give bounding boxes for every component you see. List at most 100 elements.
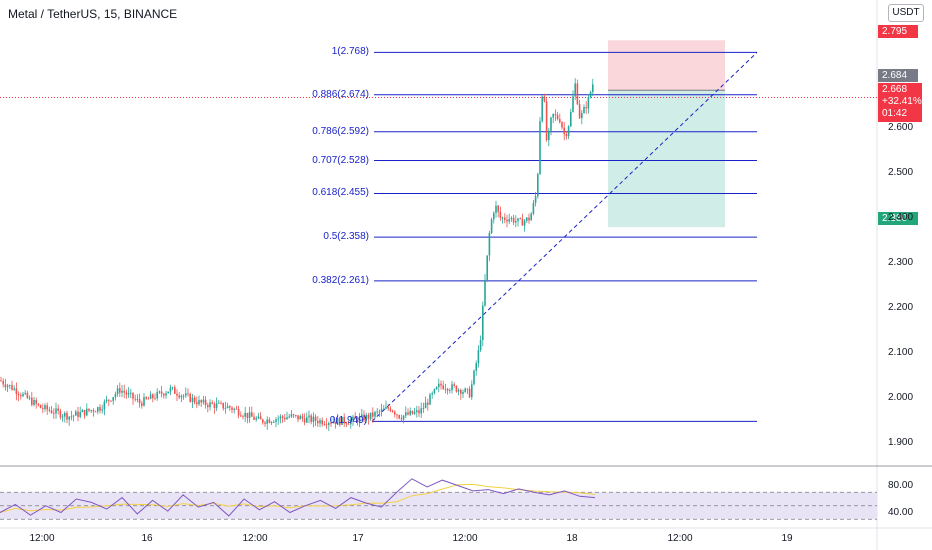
candle-body <box>508 219 510 222</box>
take-profit-zone <box>608 90 725 228</box>
candle-body <box>4 384 7 388</box>
candle-body <box>462 391 464 394</box>
candle-body <box>17 394 20 396</box>
candle-body <box>94 411 97 413</box>
candle-body <box>235 408 238 410</box>
candle-body <box>358 416 361 423</box>
candle-body <box>479 340 482 351</box>
candle-body <box>136 399 139 400</box>
candle-body <box>167 391 169 394</box>
candle-body <box>336 417 339 424</box>
candle-body <box>57 408 59 411</box>
candle-body <box>453 384 455 386</box>
candle-body <box>506 219 508 222</box>
candle-body <box>365 414 367 421</box>
candle-body <box>380 409 383 412</box>
candle-body <box>576 83 579 105</box>
candle-body <box>345 423 348 425</box>
rsi-ma-line <box>0 483 596 513</box>
entry-price-badge: 2.684 <box>878 69 918 82</box>
candle-body <box>493 213 495 220</box>
price-tick-label: 2.500 <box>888 167 914 179</box>
candle-body <box>97 407 99 412</box>
candle-body <box>429 394 431 405</box>
currency-unit-button[interactable]: USDT <box>888 4 924 22</box>
candle-body <box>334 421 337 424</box>
candle-body <box>372 412 374 417</box>
candle-body <box>125 392 128 395</box>
candle-body <box>534 196 537 203</box>
candle-body <box>279 416 282 419</box>
candle-body <box>585 107 587 109</box>
candle-body <box>9 385 11 386</box>
candle-body <box>259 416 262 420</box>
candle-body <box>220 402 222 404</box>
candle-body <box>112 397 114 401</box>
candle-body <box>471 384 473 398</box>
candle-body <box>202 399 205 403</box>
candle-body <box>455 385 458 392</box>
candle-body <box>222 402 224 409</box>
candle-body <box>400 418 403 420</box>
candle-body <box>262 419 264 423</box>
candle-body <box>138 399 141 404</box>
candle-body <box>90 410 92 411</box>
fib-level-label: 0.886(2.674) <box>312 88 369 100</box>
candle-body <box>438 383 440 388</box>
candle-body <box>418 410 420 414</box>
candle-body <box>50 410 53 414</box>
symbol-title: Metal / TetherUS, 15, BINANCE <box>8 7 178 21</box>
candle-body <box>53 413 55 414</box>
candle-body <box>581 113 583 119</box>
candle-body <box>68 416 70 420</box>
candle-body <box>156 391 158 399</box>
candle-body <box>308 415 310 418</box>
candle-body <box>515 221 517 223</box>
rsi-line <box>0 478 596 517</box>
candle-body <box>352 416 354 421</box>
candle-body <box>431 393 433 395</box>
candle-body <box>574 83 576 97</box>
candle-body <box>306 417 308 423</box>
candle-body <box>477 350 480 364</box>
fib-level-label: 0.786(2.592) <box>312 125 369 137</box>
candle-body <box>182 395 185 397</box>
candle-body <box>103 401 106 410</box>
candle-body <box>165 393 167 396</box>
candle-body <box>521 218 524 226</box>
candle-body <box>105 399 108 402</box>
candle-body <box>176 393 178 396</box>
candle-body <box>411 410 414 414</box>
candle-body <box>389 408 392 411</box>
candle-body <box>383 408 385 410</box>
candle-body <box>123 390 125 393</box>
candle-body <box>391 410 394 412</box>
candle-body <box>387 406 389 409</box>
time-tick-label: 16 <box>141 533 153 544</box>
candle-body <box>495 205 497 214</box>
candle-body <box>55 408 57 414</box>
candle-body <box>163 393 165 396</box>
candle-body <box>211 402 213 404</box>
candle-body <box>385 406 387 409</box>
candle-body <box>317 420 319 424</box>
candle-body <box>394 411 396 415</box>
candle-body <box>543 96 546 102</box>
time-tick-label: 19 <box>781 533 793 544</box>
candle-body <box>583 107 585 114</box>
candle-body <box>561 122 563 128</box>
candle-body <box>378 411 381 413</box>
candle-body <box>48 409 51 411</box>
fib-level-label: 1(2.768) <box>331 46 369 58</box>
candle-body <box>409 410 411 415</box>
candle-body <box>376 411 378 413</box>
last-price: 2.668 <box>882 84 908 95</box>
candle-body <box>589 92 592 98</box>
candle-body <box>323 424 326 426</box>
take-profit-price-badge: 2.380 <box>878 212 918 225</box>
candle-body <box>28 397 31 399</box>
candle-body <box>328 422 330 425</box>
candle-body <box>286 417 288 420</box>
candle-body <box>110 400 112 402</box>
